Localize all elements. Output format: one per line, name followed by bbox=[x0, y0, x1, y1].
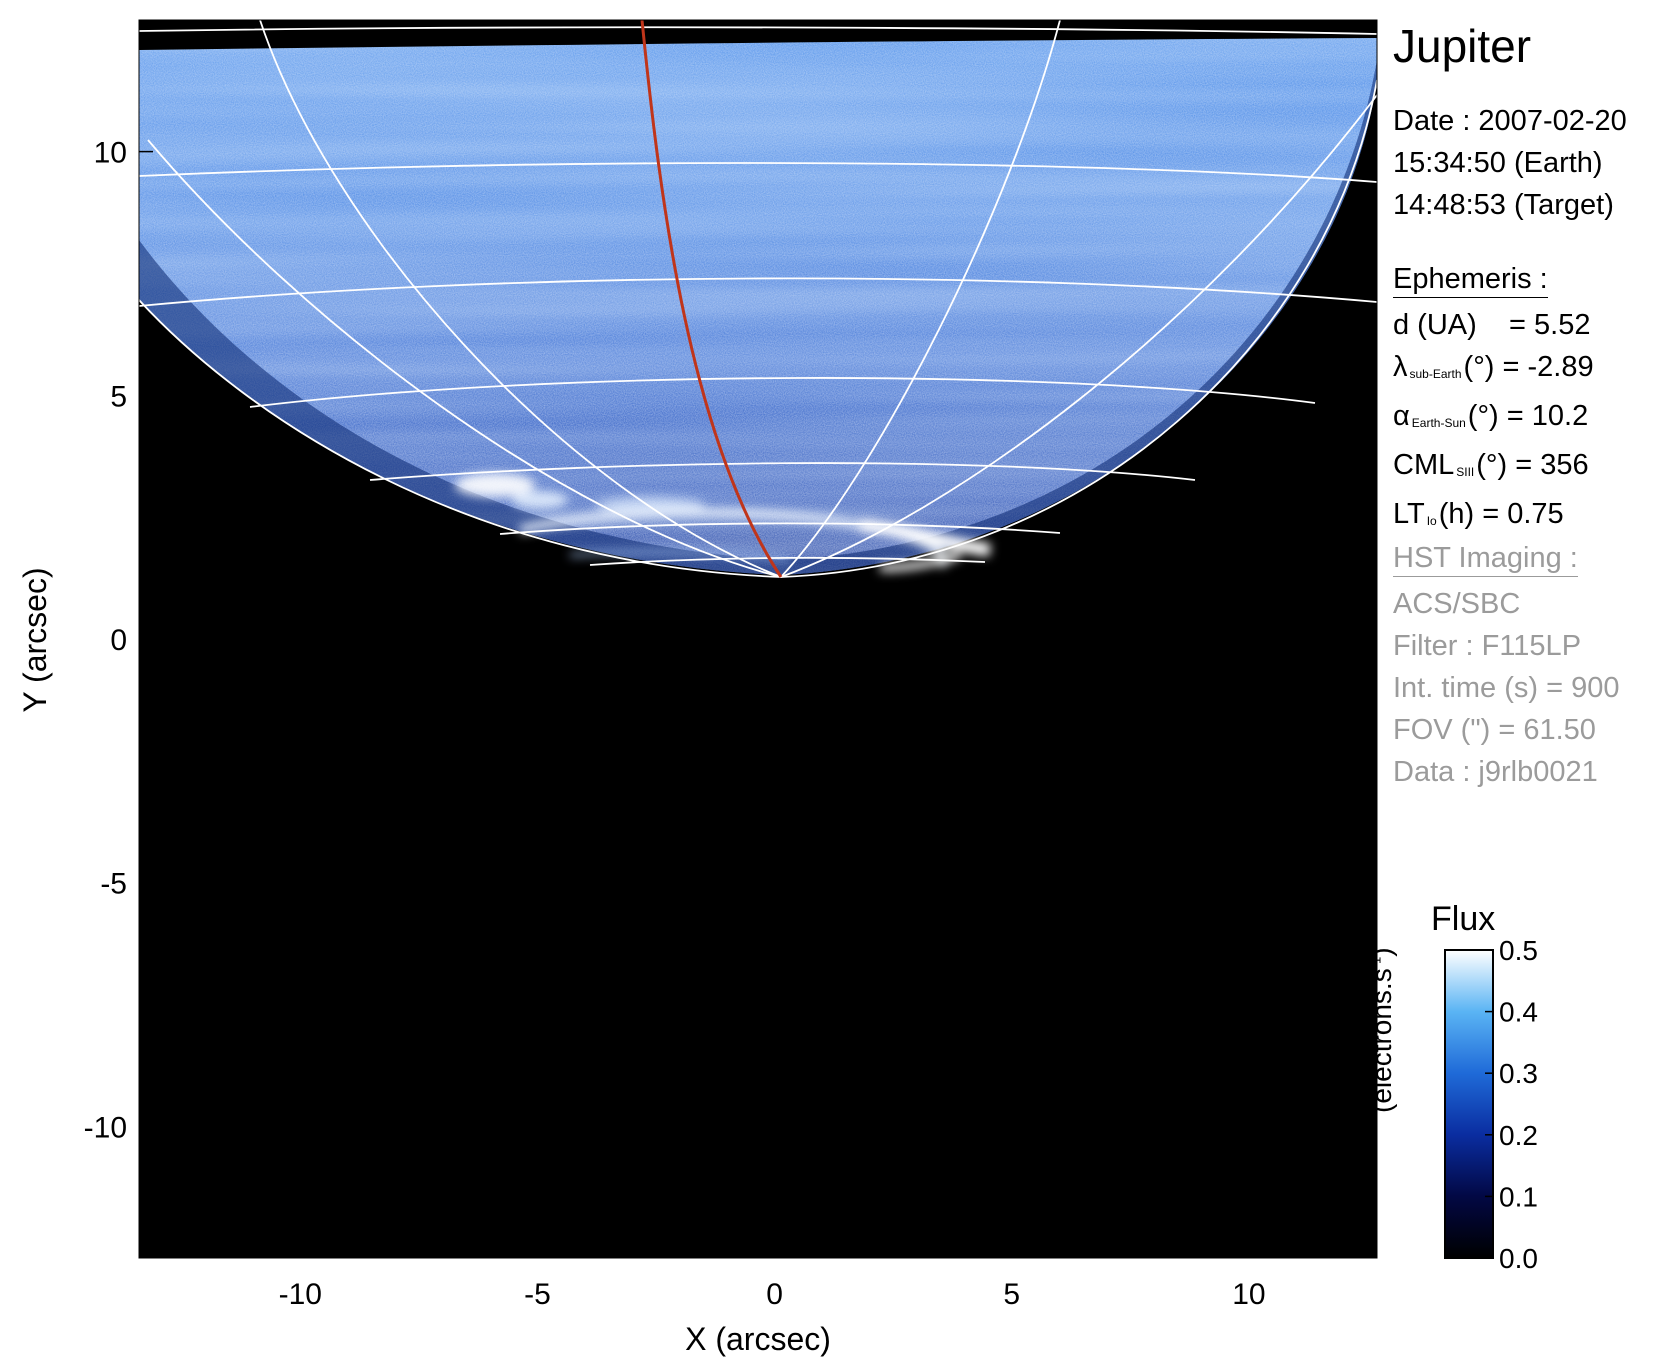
ephemeris-distance: d (UA) = 5.52 bbox=[1393, 304, 1594, 346]
ephemeris-lt: LT Io(h) = 0.75 bbox=[1393, 493, 1594, 542]
distance-label: d (UA) bbox=[1393, 309, 1477, 341]
colorbar-unit-close: ) bbox=[1366, 947, 1397, 957]
y-tick-label: 0 bbox=[110, 624, 127, 657]
x-axis-label: X (arcsec) bbox=[685, 1321, 831, 1357]
colorbar-tick-label: 0.0 bbox=[1499, 1243, 1538, 1274]
hst-data-id: Data : j9rlb0021 bbox=[1393, 756, 1598, 788]
longitude-line bbox=[780, 94, 1377, 578]
ephemeris-header: Ephemeris : bbox=[1393, 261, 1548, 298]
colorbar-tick-label: 0.4 bbox=[1499, 997, 1538, 1028]
x-tick-label: 5 bbox=[1003, 1278, 1020, 1311]
alpha-symbol: α bbox=[1393, 400, 1410, 432]
lt-value: = 0.75 bbox=[1482, 498, 1564, 530]
y-axis-ticks: 10 5 0 -5 -10 bbox=[84, 137, 153, 1144]
colorbar-tick-label: 0.2 bbox=[1499, 1120, 1538, 1151]
latitude-line bbox=[139, 26, 1377, 35]
colorbar-tick-label: 0.1 bbox=[1499, 1181, 1538, 1212]
lambda-subscript: sub-Earth bbox=[1409, 367, 1462, 381]
colorbar-title: Flux bbox=[1431, 900, 1496, 938]
y-axis-label: Y (arcsec) bbox=[17, 567, 53, 712]
longitude-line bbox=[147, 139, 782, 578]
lt-unit: (h) bbox=[1438, 498, 1475, 530]
y-tick-label: 10 bbox=[94, 137, 127, 170]
colorbar-unit-label: (electrons.s-1) bbox=[1366, 947, 1398, 1113]
latitude-line bbox=[589, 556, 986, 566]
x-tick-label: -5 bbox=[524, 1278, 551, 1311]
observation-block: Date : 2007-02-20 15:34:50 (Earth) 14:48… bbox=[1393, 100, 1627, 226]
colorbar-tick-label: 0.3 bbox=[1499, 1058, 1538, 1089]
x-tick-label: -10 bbox=[279, 1278, 322, 1311]
x-axis-ticks: -10 -5 0 5 10 bbox=[279, 1244, 1266, 1311]
cml-value: = 356 bbox=[1515, 449, 1589, 481]
planet-title: Jupiter bbox=[1393, 20, 1532, 72]
latitude-line bbox=[249, 377, 1316, 408]
ephemeris-cml: CML SIII(°) = 356 bbox=[1393, 444, 1594, 493]
hst-filter: Filter : F115LP bbox=[1393, 630, 1582, 662]
cml-unit: (°) bbox=[1476, 449, 1508, 481]
observation-time-earth: 15:34:50 (Earth) bbox=[1393, 147, 1603, 179]
ephemeris-alpha: α Earth-Sun(°) = 10.2 bbox=[1393, 395, 1594, 444]
hst-header: HST Imaging : bbox=[1393, 540, 1578, 577]
hst-instrument: ACS/SBC bbox=[1393, 588, 1521, 620]
colorbar-unit-exponent: -1 bbox=[1368, 956, 1384, 969]
colorbar-ticks: 0.5 0.4 0.3 0.2 0.1 0.0 bbox=[1485, 935, 1538, 1274]
cml-subscript: SIII bbox=[1456, 465, 1475, 479]
y-tick-label: -10 bbox=[84, 1111, 127, 1144]
latitude-line bbox=[369, 462, 1196, 481]
lt-subscript: Io bbox=[1426, 514, 1437, 528]
hst-fov: FOV (") = 61.50 bbox=[1393, 714, 1596, 746]
hst-imaging-block: HST Imaging : ACS/SBC Filter : F115LP In… bbox=[1393, 537, 1619, 793]
alpha-value: = 10.2 bbox=[1506, 400, 1589, 432]
colorbar bbox=[1444, 949, 1494, 1259]
ephemeris-lambda: λ sub-Earth(°) = -2.89 bbox=[1393, 346, 1594, 395]
latitude-line bbox=[139, 162, 1377, 183]
distance-value: = 5.52 bbox=[1509, 309, 1591, 341]
longitude-line bbox=[259, 20, 782, 578]
x-tick-label: 10 bbox=[1232, 1278, 1265, 1311]
alpha-subscript: Earth-Sun bbox=[1411, 416, 1466, 430]
alpha-unit: (°) bbox=[1467, 400, 1499, 432]
lambda-unit: (°) bbox=[1463, 351, 1495, 383]
longitude-line bbox=[780, 20, 1061, 578]
cml-symbol: CML bbox=[1393, 449, 1455, 481]
lambda-symbol: λ bbox=[1393, 351, 1408, 383]
x-tick-label: 0 bbox=[766, 1278, 783, 1311]
latlon-grid bbox=[139, 20, 1377, 578]
lambda-value: = -2.89 bbox=[1502, 351, 1594, 383]
latitude-line bbox=[139, 277, 1377, 307]
lt-symbol: LT bbox=[1393, 498, 1425, 530]
y-tick-label: -5 bbox=[100, 868, 127, 901]
latitude-line bbox=[499, 522, 1061, 535]
colorbar-unit-text: (electrons.s bbox=[1366, 968, 1397, 1113]
planet-limb bbox=[139, 79, 1377, 578]
colorbar-tick-label: 0.5 bbox=[1499, 935, 1538, 966]
observation-date: Date : 2007-02-20 bbox=[1393, 105, 1627, 137]
io-footprint-track bbox=[640, 19, 783, 578]
observation-time-target: 14:48:53 (Target) bbox=[1393, 189, 1614, 221]
ephemeris-block: Ephemeris : d (UA) = 5.52 λ sub-Earth(°) … bbox=[1393, 258, 1594, 542]
y-tick-label: 5 bbox=[110, 380, 127, 413]
hst-int-time: Int. time (s) = 900 bbox=[1393, 672, 1620, 704]
